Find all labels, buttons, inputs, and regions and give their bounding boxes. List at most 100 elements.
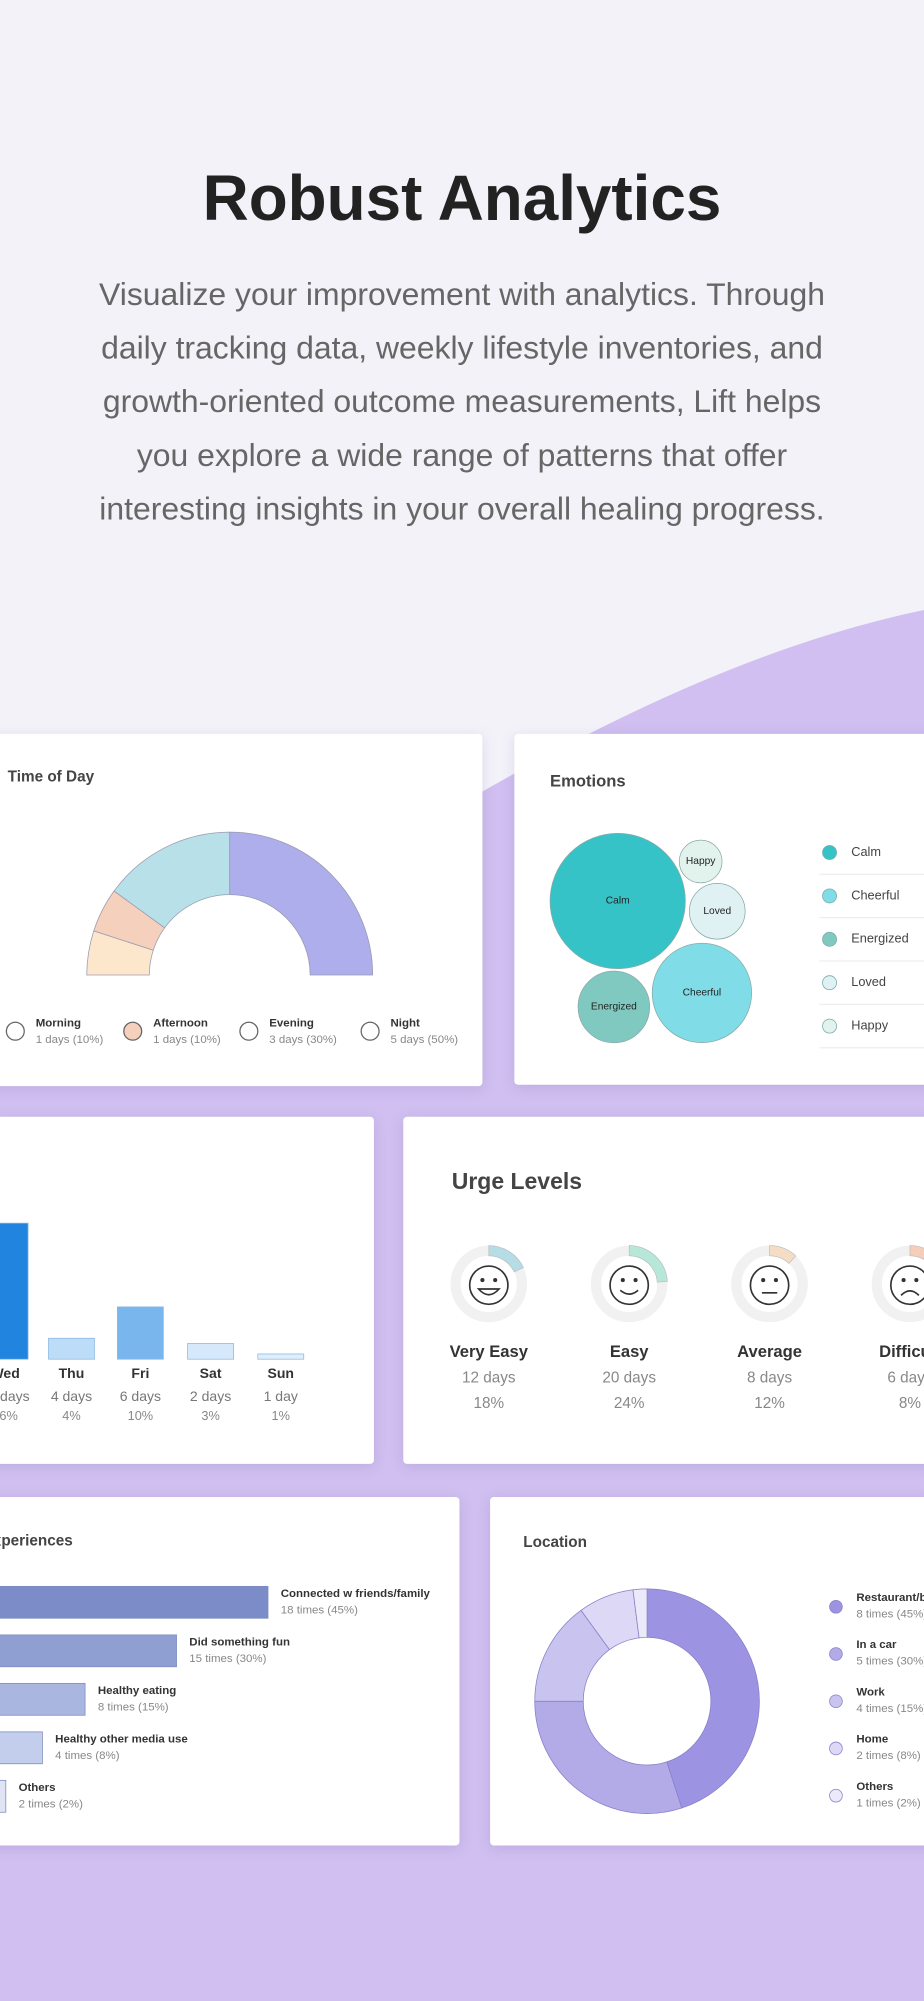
legend-value: 2 times (8%) [856,1750,921,1762]
legend-dot [822,1018,837,1034]
category-label: Difficult [879,1342,924,1361]
ring-arc [488,1245,524,1273]
x-tick-label: Wed [0,1365,20,1381]
card [0,1116,374,1464]
value-label: 2 times (2%) [19,1799,84,1811]
card-title: Time of Day [8,768,95,785]
legend-label: Work [856,1686,885,1698]
donut-segment [632,1588,648,1639]
bar [0,1731,43,1765]
legend-value: 4 times (15%) [856,1703,924,1715]
bar [0,1222,29,1360]
bar-label: Healthy other media use [55,1734,188,1746]
legend-dot [829,1600,843,1614]
legend-dot [822,931,837,947]
face-eye [620,1278,625,1283]
bubble-label: Cheerful [683,988,722,999]
legend-value: 8 times (45%) [856,1608,924,1620]
donut-segment [534,1700,683,1814]
legend-icon [123,1021,143,1041]
card [0,733,483,1087]
bar [48,1337,95,1360]
value-label: 12% [754,1395,785,1412]
day-label: 6 days [120,1388,161,1404]
legend-dot [829,1694,843,1708]
bubble [688,882,746,940]
bar-label: Did something fun [189,1637,290,1649]
legend-label: Others [856,1781,893,1793]
legend-label: Loved [851,974,886,989]
category-label: Very Easy [450,1342,529,1361]
legend-dot [829,1741,843,1756]
bubble [678,839,723,884]
legend-label: Happy [851,1017,888,1032]
day-label: 1 day [264,1388,298,1404]
donut-segment [646,1588,760,1809]
legend-value: 1 days (10%) [36,1034,104,1046]
face-eye [761,1278,766,1283]
bar [0,1634,177,1668]
ring-arc [769,1245,797,1264]
day-label: 16 days [0,1388,30,1404]
day-label: 6 days [887,1369,924,1386]
face-eye [633,1278,638,1283]
description: Visualize your improvement with analytic… [99,276,825,528]
day-label: 20 days [602,1369,656,1386]
value-label: 8 times (15%) [98,1702,169,1714]
legend-label: Evening [269,1018,314,1030]
legend-value: 1 days (10%) [153,1034,221,1046]
legend-value: 5 times (30%) [856,1656,924,1668]
value-label: 15 times (30%) [189,1653,266,1665]
face [468,1265,509,1306]
legend-dot [822,845,837,860]
value-label: 18% [473,1395,504,1412]
value-label: 8% [899,1395,922,1412]
value-label: 26% [0,1408,18,1423]
value-label: 4% [62,1408,80,1423]
bar-label: Healthy eating [98,1685,176,1697]
face-eye [493,1278,498,1283]
ring-arc [628,1245,668,1283]
x-tick-label: Thu [59,1365,85,1381]
value-label: 24% [614,1395,645,1412]
face [749,1265,790,1306]
bubble-label: Calm [606,896,630,907]
bar [0,1585,269,1619]
legend-value: 1 times (2%) [856,1797,921,1809]
card-title: Emotions [550,772,626,791]
bubble-label: Loved [703,906,731,917]
bubble-label: Energized [591,1002,637,1013]
category-label: Average [737,1342,802,1361]
bar-label: Others [19,1782,56,1794]
legend-label: In a car [856,1639,897,1651]
value-label: 10% [128,1408,154,1423]
x-tick-label: Sat [200,1365,222,1381]
legend-value: 5 days (50%) [391,1034,459,1046]
face-eye [773,1278,778,1283]
value-label: 18 times (45%) [281,1605,358,1617]
face [889,1265,924,1306]
bar [0,1779,7,1813]
x-tick-label: Sun [268,1365,294,1381]
category-label: Easy [610,1342,649,1361]
bubble [577,970,651,1044]
day-label: 4 days [51,1388,92,1404]
value-label: 4 times (8%) [55,1750,120,1762]
day-label: 12 days [462,1369,516,1386]
bar [117,1306,164,1360]
bar [0,1682,86,1716]
bar-label: Connected w friends/family [281,1588,431,1600]
legend-label: Cheerful [851,887,899,902]
face-eye [901,1278,906,1283]
face [609,1265,650,1306]
page-title: Robust Analytics [203,162,722,234]
face-eye [480,1278,485,1283]
day-label: 8 days [747,1369,792,1386]
face-eye [914,1278,919,1283]
legend-label: Energized [851,931,908,946]
bubble-label: Happy [686,856,716,867]
value-label: 1% [272,1408,290,1423]
